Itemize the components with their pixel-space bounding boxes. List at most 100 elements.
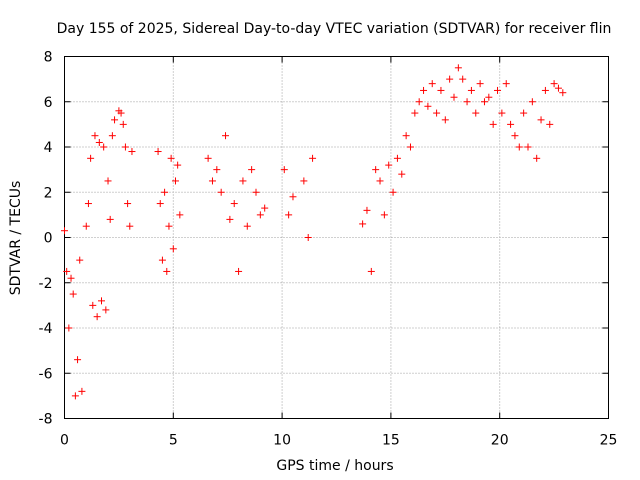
y-axis-label: SDTVAR / TECUs [8,181,24,296]
data-point [450,93,458,101]
data-point [463,98,471,106]
data-point [76,256,84,264]
y-tick-label: 0 [44,231,53,247]
data-point [163,267,171,275]
data-point [359,220,367,228]
x-tick-label: 0 [60,433,69,449]
data-point [376,177,384,185]
grid [64,56,609,419]
data-point [261,204,269,212]
data-point [441,116,449,124]
y-tick-label: 6 [44,95,53,111]
data-point [507,120,515,128]
data-point [222,132,230,140]
data-point [502,80,510,88]
data-point [485,93,493,101]
data-point [165,222,173,230]
data-point [121,143,129,151]
data-point [363,206,371,214]
data-point [102,306,110,314]
data-point [533,154,541,162]
data-point [304,234,312,241]
data-point [243,222,251,230]
data-point [437,86,445,94]
x-tick-label: 5 [169,433,178,449]
data-point [65,324,73,332]
data-points [61,64,567,400]
data-point [285,211,293,219]
data-point [124,200,132,208]
data-point [420,86,428,94]
data-point [84,200,92,208]
data-point [406,143,414,151]
data-point [167,154,175,162]
x-tick-label: 10 [273,433,291,449]
axis-tick-labels: 0 5 10 15 20 25 -8 -6 -4 -2 0 2 4 6 8 [39,50,618,449]
data-point [93,313,101,321]
x-axis-label: GPS time / hours [276,458,393,474]
data-point [171,177,179,185]
y-tick-label: -4 [39,321,53,337]
data-point [385,161,393,169]
x-tick-label: 25 [600,433,618,449]
data-point [511,132,519,140]
data-point [82,222,90,230]
data-point [454,64,462,72]
data-point [476,80,484,88]
data-point [106,215,114,223]
data-point [252,188,260,196]
data-point [372,166,380,174]
data-point [74,356,82,364]
data-point [63,267,71,275]
data-point [520,109,528,117]
data-point [489,120,497,128]
data-point [459,75,467,83]
data-point [208,177,216,185]
y-tick-label: -8 [39,412,53,428]
y-tick-label: -6 [39,366,53,382]
data-point [309,154,317,162]
data-point [559,89,567,97]
data-point [100,143,108,151]
data-point [248,166,256,174]
data-point [67,274,75,282]
data-point [239,177,247,185]
data-point [537,116,545,124]
data-point [446,75,454,83]
data-point [472,109,480,117]
data-point [226,215,234,223]
data-point [367,267,375,275]
y-tick-label: 8 [44,50,53,66]
data-point [108,132,116,140]
data-point [126,222,134,230]
data-point [546,120,554,128]
data-point [169,245,177,253]
axis-ticks [64,56,609,419]
x-tick-label: 15 [382,433,400,449]
data-point [230,200,238,208]
data-point [398,170,406,178]
data-point [104,177,112,185]
data-point [528,98,536,106]
data-point [87,154,95,162]
data-point [424,102,432,110]
y-tick-label: 2 [44,185,53,201]
data-point [78,387,86,395]
data-point [402,132,410,140]
data-point [213,166,221,174]
x-tick-label: 20 [491,433,509,449]
data-point [393,154,401,162]
data-point [69,290,77,298]
data-point [411,109,419,117]
data-point [156,200,164,208]
data-point [380,211,388,219]
data-point [97,297,105,305]
data-point [524,143,532,151]
data-point [71,392,79,400]
data-point [117,109,125,117]
data-point [89,301,97,309]
data-point [119,120,127,128]
data-point [235,267,243,275]
data-point [498,109,506,117]
